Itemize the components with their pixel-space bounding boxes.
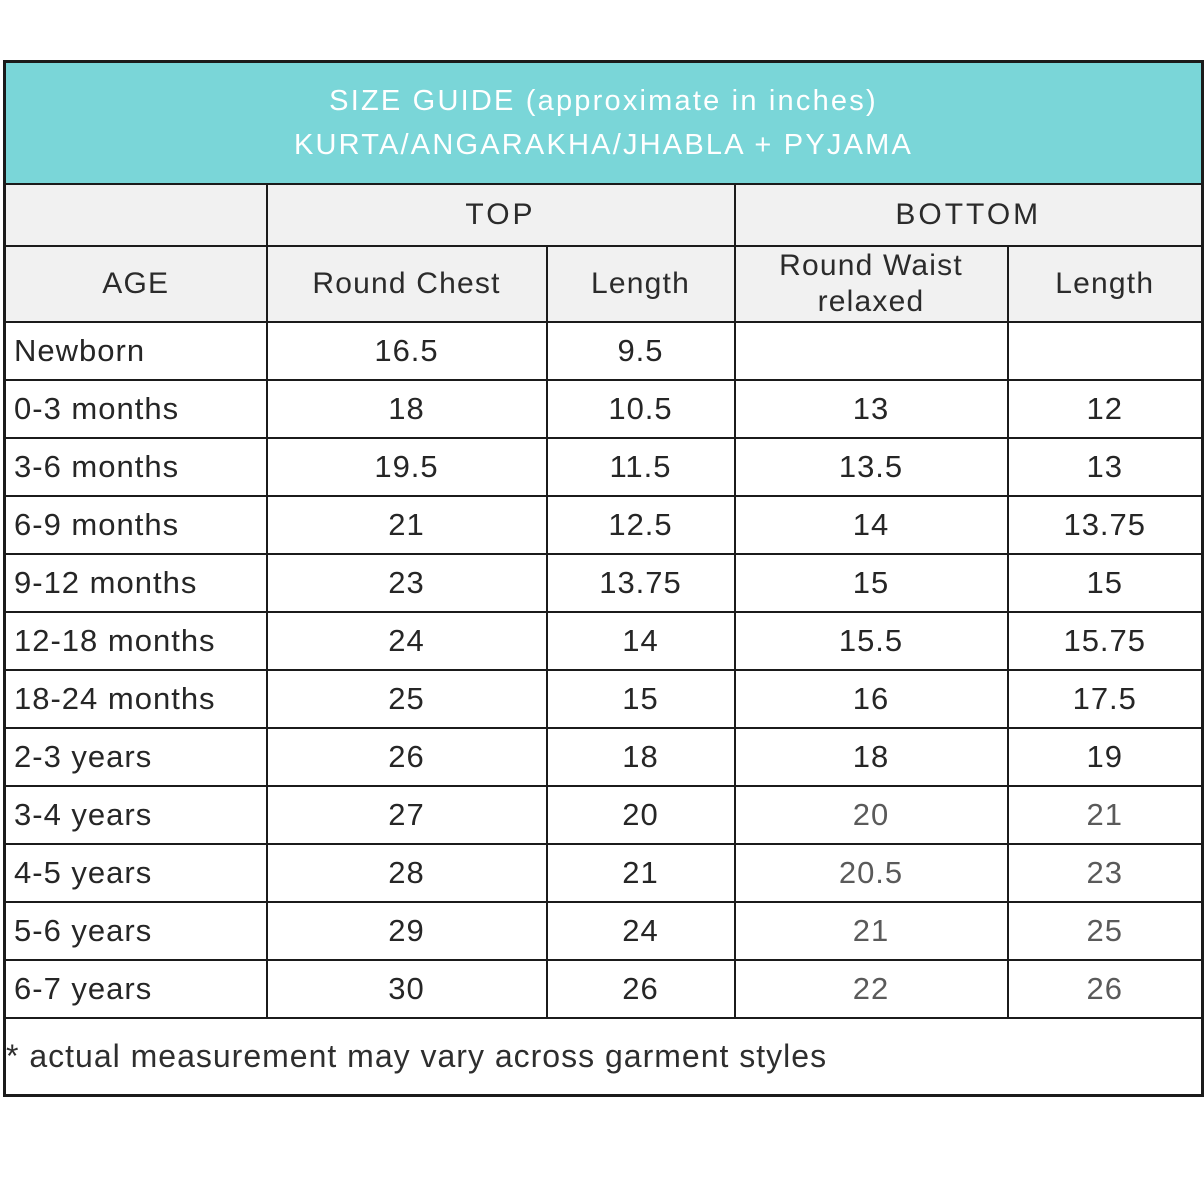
- column-header-round-chest: Round Chest: [265, 244, 548, 323]
- age-cell: 3-4 years: [3, 784, 268, 845]
- value-cell: 22: [733, 958, 1009, 1019]
- value-cell: 13.75: [545, 552, 736, 613]
- footnote: * actual measurement may vary across gar…: [3, 1016, 1204, 1097]
- value-cell: 20.5: [733, 842, 1009, 903]
- value-cell: 13.75: [1006, 494, 1204, 555]
- value-cell: 21: [545, 842, 736, 903]
- age-cell: 12-18 months: [3, 610, 268, 671]
- value-cell: 29: [265, 900, 548, 961]
- group-header-age-spacer: [3, 182, 268, 247]
- table-row: 0-3 months 18 10.5 13 12: [3, 378, 1204, 439]
- value-cell: 15.75: [1006, 610, 1204, 671]
- value-cell: 9.5: [545, 320, 736, 381]
- value-cell: 13: [1006, 436, 1204, 497]
- value-cell: 12: [1006, 378, 1204, 439]
- value-cell: 18: [733, 726, 1009, 787]
- table-row: 6-9 months 21 12.5 14 13.75: [3, 494, 1204, 555]
- value-cell: 20: [733, 784, 1009, 845]
- age-cell: 6-9 months: [3, 494, 268, 555]
- value-cell: 21: [733, 900, 1009, 961]
- value-cell: 12.5: [545, 494, 736, 555]
- value-cell: 19: [1006, 726, 1204, 787]
- age-cell: 18-24 months: [3, 668, 268, 729]
- age-cell: 9-12 months: [3, 552, 268, 613]
- table-row: 6-7 years 30 26 22 26: [3, 958, 1204, 1019]
- value-cell: 26: [1006, 958, 1204, 1019]
- table-row: 3-4 years 27 20 20 21: [3, 784, 1204, 845]
- value-cell: 20: [545, 784, 736, 845]
- value-cell: 13.5: [733, 436, 1009, 497]
- value-cell: [1006, 320, 1204, 381]
- value-cell: 10.5: [545, 378, 736, 439]
- value-cell: 18: [545, 726, 736, 787]
- value-cell: 16.5: [265, 320, 548, 381]
- value-cell: 21: [265, 494, 548, 555]
- value-cell: 28: [265, 842, 548, 903]
- age-cell: 6-7 years: [3, 958, 268, 1019]
- column-header-bottom-length: Length: [1006, 244, 1204, 323]
- value-cell: 13: [733, 378, 1009, 439]
- title-line-1: SIZE GUIDE (approximate in inches): [329, 84, 878, 117]
- column-header-top-length: Length: [545, 244, 736, 323]
- value-cell: 18: [265, 378, 548, 439]
- column-header-age: AGE: [3, 244, 268, 323]
- value-cell: 23: [265, 552, 548, 613]
- age-cell: 4-5 years: [3, 842, 268, 903]
- value-cell: 17.5: [1006, 668, 1204, 729]
- value-cell: 27: [265, 784, 548, 845]
- value-cell: 15: [545, 668, 736, 729]
- value-cell: 24: [545, 900, 736, 961]
- value-cell: 25: [265, 668, 548, 729]
- value-cell: 15.5: [733, 610, 1009, 671]
- value-cell: 21: [1006, 784, 1204, 845]
- group-header-bottom: BOTTOM: [733, 182, 1204, 247]
- group-header-top: TOP: [265, 182, 736, 247]
- value-cell: 24: [265, 610, 548, 671]
- value-cell: 15: [733, 552, 1009, 613]
- age-cell: 5-6 years: [3, 900, 268, 961]
- column-header-round-waist: Round Waist relaxed: [733, 244, 1009, 323]
- value-cell: [733, 320, 1009, 381]
- value-cell: 14: [733, 494, 1009, 555]
- value-cell: 26: [545, 958, 736, 1019]
- value-cell: 26: [265, 726, 548, 787]
- age-cell: 2-3 years: [3, 726, 268, 787]
- table-title: SIZE GUIDE (approximate in inches) KURTA…: [3, 60, 1204, 185]
- value-cell: 25: [1006, 900, 1204, 961]
- age-cell: 3-6 months: [3, 436, 268, 497]
- table-row: 9-12 months 23 13.75 15 15: [3, 552, 1204, 613]
- group-header-row: TOP BOTTOM: [3, 182, 1204, 247]
- column-header-round-waist-label: Round Waist relaxed: [779, 248, 963, 318]
- value-cell: 23: [1006, 842, 1204, 903]
- value-cell: 30: [265, 958, 548, 1019]
- title-row: SIZE GUIDE (approximate in inches) KURTA…: [3, 60, 1204, 185]
- age-cell: 0-3 months: [3, 378, 268, 439]
- value-cell: 16: [733, 668, 1009, 729]
- value-cell: 11.5: [545, 436, 736, 497]
- table-row: 12-18 months 24 14 15.5 15.75: [3, 610, 1204, 671]
- table-row: 4-5 years 28 21 20.5 23: [3, 842, 1204, 903]
- table-row: 5-6 years 29 24 21 25: [3, 900, 1204, 961]
- table-row: 3-6 months 19.5 11.5 13.5 13: [3, 436, 1204, 497]
- value-cell: 14: [545, 610, 736, 671]
- table-row: 18-24 months 25 15 16 17.5: [3, 668, 1204, 729]
- column-header-row: AGE Round Chest Length Round Waist relax…: [3, 244, 1204, 323]
- size-guide-table: SIZE GUIDE (approximate in inches) KURTA…: [3, 60, 1204, 1097]
- title-line-2: KURTA/ANGARAKHA/JHABLA + PYJAMA: [293, 128, 914, 161]
- footnote-row: * actual measurement may vary across gar…: [3, 1016, 1204, 1097]
- table-row: 2-3 years 26 18 18 19: [3, 726, 1204, 787]
- value-cell: 15: [1006, 552, 1204, 613]
- age-cell: Newborn: [3, 320, 268, 381]
- table-row: Newborn 16.5 9.5: [3, 320, 1204, 381]
- value-cell: 19.5: [265, 436, 548, 497]
